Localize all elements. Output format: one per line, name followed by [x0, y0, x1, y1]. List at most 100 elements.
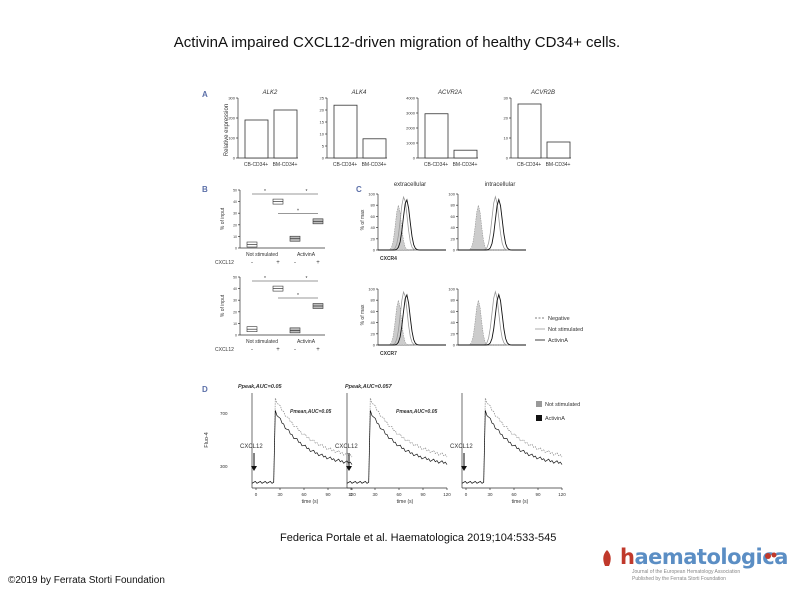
y-tick-label: 15 — [320, 120, 325, 125]
bar — [546, 141, 571, 159]
y-tick-label: 0 — [453, 248, 456, 253]
sign: - — [251, 347, 253, 353]
sign: - — [251, 260, 253, 266]
p-value-annotation: Ppeak,AUC=0.05 — [238, 384, 283, 390]
x-tick-label: 30 — [487, 492, 493, 497]
y-tick-label: 100 — [448, 287, 455, 292]
copyright: ©2019 by Ferrata Storti Foundation — [8, 575, 165, 586]
chart-title: ACVR2A — [437, 90, 462, 96]
group-label: ActivinA — [297, 339, 316, 345]
y-tick-label: 0 — [322, 156, 325, 161]
y-tick-label: 60 — [451, 214, 456, 219]
activina-trace — [346, 410, 448, 484]
not-stimulated-histogram — [378, 195, 446, 251]
y-tick-label: 40 — [233, 287, 237, 291]
x-tick-label: 60 — [301, 492, 307, 497]
category-label: CB-CD34+ — [424, 162, 448, 168]
sig-star: * — [297, 208, 299, 214]
cxcl12-label: CXCL12 — [240, 444, 263, 450]
logo-tagline-2: Published by the Ferrata Storti Foundati… — [632, 576, 726, 582]
x-tick-label: 0 — [465, 492, 468, 497]
x-tick-label: 90 — [420, 492, 426, 497]
y-tick-label: 1000 — [406, 141, 416, 146]
y-tick-label: 0 — [413, 156, 416, 161]
y-tick-label: 0 — [373, 248, 376, 253]
panel-c-ylabel: % of max — [360, 209, 366, 230]
panel-d-xlabel: time (s) — [302, 499, 319, 505]
sign: + — [316, 260, 320, 266]
activina-histogram — [378, 198, 446, 251]
sig-star: * — [306, 276, 308, 282]
cxcl12-label: CXCL12 — [450, 444, 473, 450]
legend-label: ActivinA — [545, 416, 565, 422]
category-label: BM-CD34+ — [546, 162, 571, 168]
group-label: Not stimulated — [246, 339, 278, 345]
cxcl12-row-label: CXCL12 — [215, 347, 234, 353]
legend-label: Negative — [548, 316, 570, 322]
legend-label: Not stimulated — [545, 402, 580, 408]
y-tick-label: 30 — [233, 299, 237, 303]
y-tick-label: 100 — [228, 136, 235, 141]
y-tick-label: 10 — [504, 136, 509, 141]
x-tick-label: 90 — [535, 492, 541, 497]
panel-c-ylabel: % of max — [360, 304, 366, 325]
x-tick-label: 90 — [325, 492, 331, 497]
bar — [362, 138, 387, 159]
not-stimulated-histogram — [378, 290, 446, 346]
y-tick-label: 50 — [233, 276, 237, 280]
chart-title: ALK2 — [262, 90, 278, 96]
y-tick-label: 20 — [451, 236, 456, 241]
x-tick-label: 120 — [558, 492, 566, 497]
group-label: ActivinA — [297, 252, 316, 258]
x-tick-label: 60 — [511, 492, 517, 497]
legend-label: ActivinA — [548, 338, 568, 344]
panel-letter-a: A — [202, 90, 208, 99]
x-tick-label: 120 — [348, 492, 356, 497]
panel-letter-d: D — [202, 385, 208, 394]
y-tick-label: 40 — [451, 320, 456, 325]
negative-histogram — [378, 300, 446, 346]
x-tick-label: 60 — [396, 492, 402, 497]
y-tick-label: 20 — [320, 108, 325, 113]
y-tick-label: 80 — [451, 298, 456, 303]
y-tick-label: 100 — [368, 192, 375, 197]
y-tick-label: 100 — [448, 192, 455, 197]
cxcl12-label: CXCL12 — [335, 444, 358, 450]
bar — [333, 104, 358, 159]
category-label: CB-CD34+ — [333, 162, 357, 168]
panel-b-ylabel: % of input — [220, 207, 226, 230]
logo-wordmark: haematologica — [620, 545, 788, 569]
x-tick-label: 0 — [350, 492, 353, 497]
y-tick-label: 200 — [228, 116, 235, 121]
y-tick-label: 20 — [371, 331, 376, 336]
negative-histogram — [458, 205, 526, 251]
sig-star: * — [264, 276, 266, 282]
sig-star: * — [306, 189, 308, 195]
cxcl12-arrowhead — [251, 466, 257, 471]
logo-mark-icon — [603, 550, 611, 566]
legend-swatch — [536, 415, 542, 421]
bar — [244, 119, 269, 159]
chart-title: ACVR2B — [530, 90, 555, 96]
negative-histogram — [378, 205, 446, 251]
panel-letter-c: C — [356, 185, 362, 194]
y-tick-label: 20 — [504, 116, 509, 121]
sign: + — [276, 260, 280, 266]
panel-c-xlabel: CXCR4 — [380, 256, 397, 262]
citation: Federica Portale et al. Haematologica 20… — [280, 532, 557, 544]
y-tick-label: 300 — [220, 464, 228, 469]
y-tick-label: 0 — [235, 247, 237, 251]
panel-letter-b: B — [202, 185, 208, 194]
sign: + — [316, 347, 320, 353]
panel-d-ylabel: Fluo-4 — [204, 432, 210, 448]
bar — [273, 109, 298, 159]
category-label: BM-CD34+ — [362, 162, 387, 168]
y-tick-label: 40 — [371, 225, 376, 230]
y-tick-label: 80 — [371, 203, 376, 208]
sign: - — [294, 260, 296, 266]
bar — [424, 113, 449, 159]
p-value-annotation: Ppeak,AUC=0.057 — [345, 384, 393, 390]
y-tick-label: 40 — [451, 225, 456, 230]
y-tick-label: 0 — [233, 156, 236, 161]
